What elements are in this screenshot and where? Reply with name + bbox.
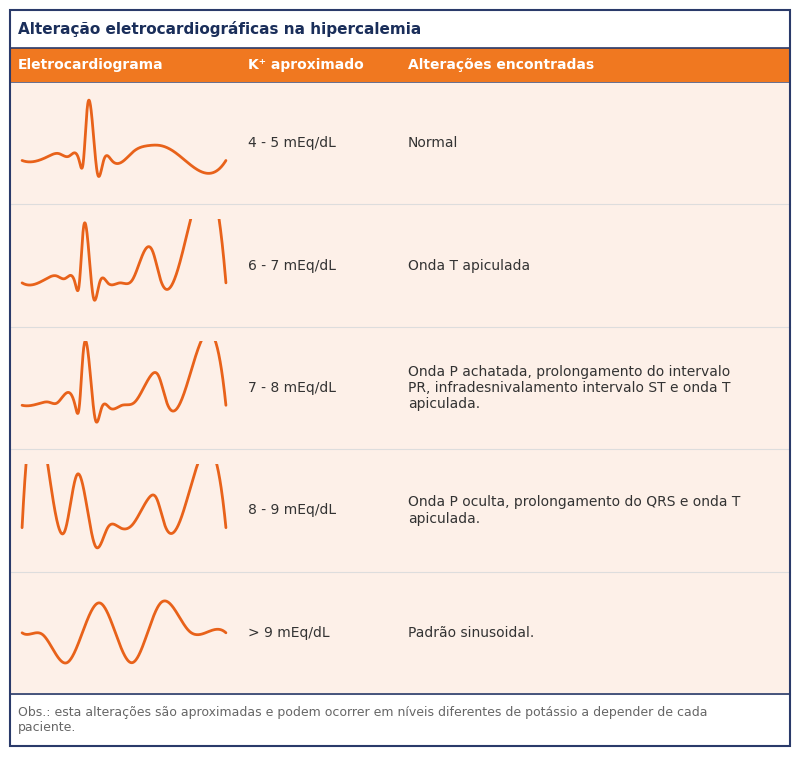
Text: Padrão sinusoidal.: Padrão sinusoidal.	[408, 626, 534, 640]
Text: 8 - 9 mEq/dL: 8 - 9 mEq/dL	[248, 503, 336, 518]
Text: Alteração eletrocardiográficas na hipercalemia: Alteração eletrocardiográficas na hiperc…	[18, 21, 422, 37]
Bar	[10, 449, 790, 572]
Bar	[10, 10, 790, 48]
Bar	[10, 694, 790, 746]
Text: 4 - 5 mEq/dL: 4 - 5 mEq/dL	[248, 136, 336, 150]
Text: 7 - 8 mEq/dL: 7 - 8 mEq/dL	[248, 381, 336, 395]
Text: Onda T apiculada: Onda T apiculada	[408, 258, 530, 273]
Text: K⁺ aproximado: K⁺ aproximado	[248, 58, 364, 72]
Bar	[10, 48, 790, 82]
Bar	[10, 82, 790, 205]
Bar	[10, 205, 790, 327]
Text: Onda P achatada, prolongamento do intervalo
PR, infradesnivalamento intervalo ST: Onda P achatada, prolongamento do interv…	[408, 365, 730, 411]
Text: Eletrocardiograma: Eletrocardiograma	[18, 58, 164, 72]
Text: > 9 mEq/dL: > 9 mEq/dL	[248, 626, 330, 640]
Text: 6 - 7 mEq/dL: 6 - 7 mEq/dL	[248, 258, 336, 273]
Bar	[10, 327, 790, 449]
Text: Normal: Normal	[408, 136, 458, 150]
Text: Obs.: esta alterações são aproximadas e podem ocorrer em níveis diferentes de po: Obs.: esta alterações são aproximadas e …	[18, 706, 707, 734]
Text: Alterações encontradas: Alterações encontradas	[408, 58, 594, 72]
Bar	[10, 572, 790, 694]
Text: Onda P oculta, prolongamento do QRS e onda T
apiculada.: Onda P oculta, prolongamento do QRS e on…	[408, 495, 740, 525]
